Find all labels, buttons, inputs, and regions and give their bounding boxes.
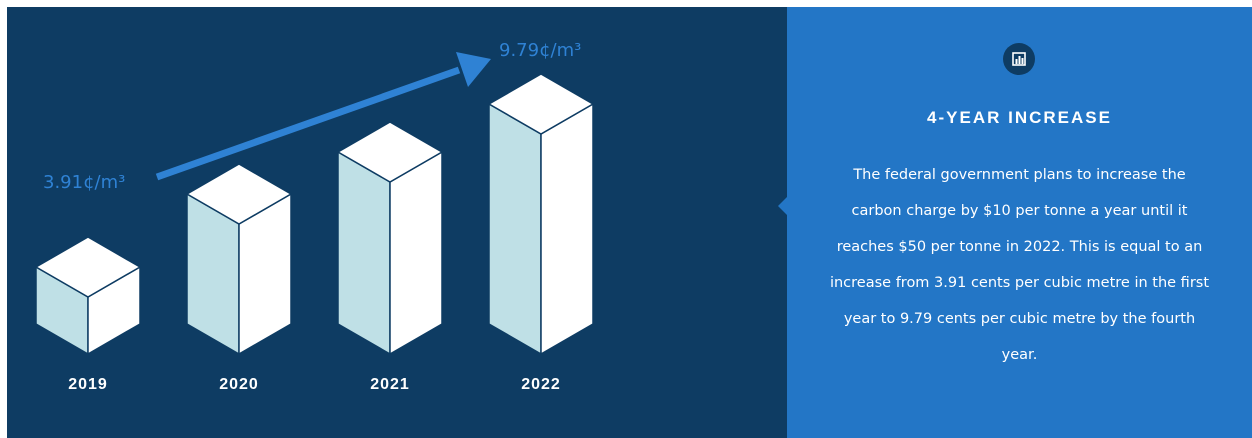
x-tick-label: 2019 [68, 376, 108, 393]
bar-top-face [337, 121, 443, 183]
value-label-2022: 9.79¢/m³ [499, 40, 581, 61]
trend-arrow [155, 66, 461, 181]
x-tick-label: 2021 [370, 376, 410, 393]
bar-right-face [540, 103, 594, 355]
bar-right-face [389, 151, 443, 355]
panel-pointer [778, 197, 787, 215]
info-heading: 4-YEAR INCREASE [927, 108, 1112, 127]
info-body: The federal government plans to increase… [829, 167, 1210, 363]
bar-chart: 2019 2020 2021 2022 3.91¢/m³ 9.79¢/m³ [35, 40, 594, 393]
bar-left-face [337, 151, 391, 355]
bar-top-face [488, 73, 594, 135]
chart-panel: 2019 2020 2021 2022 3.91¢/m³ 9.79¢/m³ [7, 7, 787, 438]
arrow-head [456, 52, 491, 87]
bar-left-face [488, 103, 542, 355]
bar-top-face [35, 236, 141, 298]
infographic: 2019 2020 2021 2022 3.91¢/m³ 9.79¢/m³ 4-YEAR … [7, 7, 1252, 438]
x-tick-label: 2020 [219, 376, 259, 393]
bar-chart-icon [1003, 43, 1035, 75]
info-panel: 4-YEAR INCREASE The federal government p… [778, 7, 1252, 438]
bar-top-face [186, 163, 292, 225]
value-label-2019: 3.91¢/m³ [43, 172, 125, 193]
x-tick-label: 2022 [521, 376, 561, 393]
